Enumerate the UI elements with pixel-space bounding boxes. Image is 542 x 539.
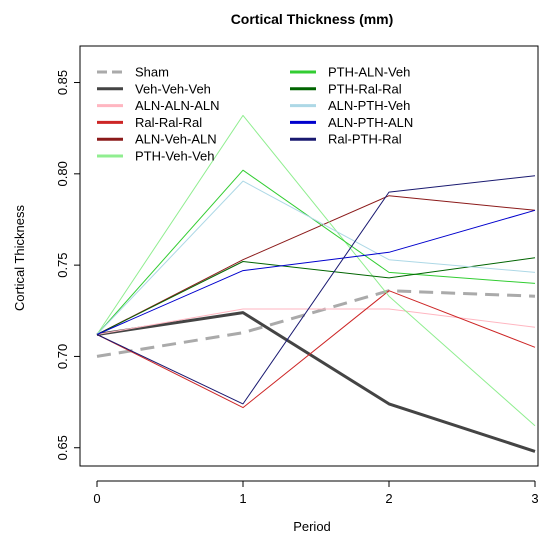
series-line-veh-veh-veh bbox=[96, 311, 536, 453]
legend-label: Veh-Veh-Veh bbox=[135, 81, 211, 96]
x-axis-label: Period bbox=[293, 519, 331, 534]
x-tick-label: 2 bbox=[385, 491, 392, 506]
y-tick-label: 0.85 bbox=[55, 70, 70, 95]
series-line-ral-pth-ral bbox=[96, 175, 536, 405]
y-tick-label: 0.70 bbox=[55, 344, 70, 369]
legend-label: Ral-PTH-Ral bbox=[328, 132, 402, 147]
series-line-pth-aln-veh bbox=[96, 169, 536, 335]
series-line-pth-veh-veh bbox=[96, 114, 536, 427]
x-tick-label: 3 bbox=[531, 491, 538, 506]
y-axis: 0.65 0.70 0.75 0.80 0.85 bbox=[55, 70, 81, 460]
legend-label: ALN-PTH-Veh bbox=[328, 98, 410, 113]
y-tick-label: 0.75 bbox=[55, 252, 70, 277]
x-tick-label: 1 bbox=[239, 491, 246, 506]
legend-label: ALN-Veh-ALN bbox=[135, 132, 217, 147]
y-tick-label: 0.65 bbox=[55, 435, 70, 460]
y-axis-label: Cortical Thickness bbox=[12, 205, 27, 311]
series-line-aln-pth-veh bbox=[96, 180, 536, 335]
legend-label: PTH-Ral-Ral bbox=[328, 81, 402, 96]
series-line-aln-aln-aln bbox=[96, 308, 536, 335]
legend-label: ALN-PTH-ALN bbox=[328, 115, 413, 130]
x-axis: 0 1 2 3 bbox=[93, 480, 539, 506]
legend-label: PTH-ALN-Veh bbox=[328, 65, 410, 80]
legend-label: ALN-ALN-ALN bbox=[135, 98, 220, 113]
y-tick-label: 0.80 bbox=[55, 161, 70, 186]
series-line-aln-veh-aln bbox=[96, 195, 536, 335]
series-line-sham bbox=[96, 289, 536, 358]
chart-title: Cortical Thickness (mm) bbox=[231, 11, 394, 27]
series-line-pth-ral-ral bbox=[96, 257, 536, 335]
legend-label: PTH-Veh-Veh bbox=[135, 149, 215, 164]
series-layer bbox=[96, 114, 536, 453]
series-line-ral-ral-ral bbox=[96, 290, 536, 409]
x-tick-label: 0 bbox=[93, 491, 100, 506]
legend-label: Sham bbox=[135, 65, 169, 80]
legend-label: Ral-Ral-Ral bbox=[135, 115, 202, 130]
series-line-aln-pth-aln bbox=[96, 209, 536, 335]
